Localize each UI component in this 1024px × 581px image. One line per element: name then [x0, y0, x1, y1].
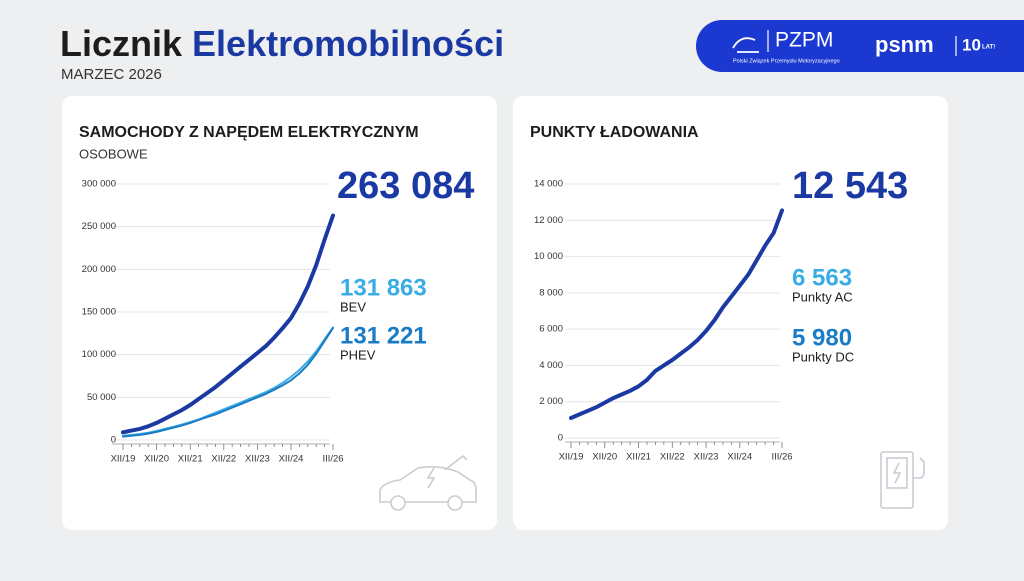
x-tick-label: XII/23 — [694, 452, 719, 463]
card — [62, 96, 497, 530]
y-tick-label: 50 000 — [87, 392, 116, 403]
card — [513, 96, 948, 530]
series-line — [121, 213, 335, 435]
logo-bar — [696, 20, 1024, 72]
car-icon — [379, 454, 477, 511]
x-tick-label: XII/22 — [660, 452, 685, 463]
value-label: 12 543 — [792, 165, 908, 207]
x-tick-label: XII/19 — [559, 452, 584, 463]
series-line — [122, 327, 334, 438]
x-tick-label: III/26 — [771, 452, 792, 463]
y-tick-label: 0 — [558, 433, 563, 444]
x-tick-label: XII/22 — [211, 454, 236, 465]
value-label: 131 221 — [340, 322, 427, 349]
x-tick-label: XII/24 — [279, 454, 304, 465]
x-tick-label: XII/24 — [727, 452, 752, 463]
value-label: 263 084 — [337, 165, 474, 207]
y-tick-label: 250 000 — [82, 221, 116, 232]
x-tick-label: XII/20 — [144, 454, 169, 465]
y-tick-label: 8 000 — [539, 287, 563, 298]
logo-pzpm-sub: Polski Związek Przemysłu Motoryzacyjnego — [733, 58, 840, 64]
date: MARZEC 2026 — [61, 66, 162, 83]
y-tick-label: 100 000 — [82, 349, 116, 360]
logo-psnm: psnm — [875, 32, 934, 57]
x-tick-label: XII/21 — [178, 454, 203, 465]
x-tick-label: XII/19 — [111, 454, 136, 465]
annotation-caption: Punkty AC — [792, 289, 853, 304]
charger-icon — [880, 451, 925, 509]
y-tick-label: 150 000 — [82, 307, 116, 318]
series-line — [569, 208, 784, 420]
chart-subtitle: OSOBOWE — [79, 146, 148, 161]
x-tick-label: III/26 — [322, 454, 343, 465]
annotation-value: 5 980 — [792, 324, 852, 351]
title-black: Licznik — [60, 23, 183, 64]
title: Licznik Elektromobilności — [60, 23, 504, 64]
y-tick-label: 2 000 — [539, 396, 563, 407]
title-blue: Elektromobilności — [192, 23, 504, 64]
value-label: 131 863 — [340, 274, 427, 301]
logo-pzpm: PZPM — [775, 29, 833, 52]
x-tick-label: XII/23 — [245, 454, 270, 465]
annotation-caption: Punkty DC — [792, 349, 854, 364]
y-tick-label: 10 000 — [534, 251, 563, 262]
annotation-value: 6 563 — [792, 264, 852, 291]
y-tick-label: 0 — [111, 435, 116, 446]
y-tick-label: 200 000 — [82, 264, 116, 275]
chart-title: SAMOCHODY Z NAPĘDEM ELEKTRYCZNYM — [79, 124, 419, 141]
series-name: PHEV — [340, 347, 376, 362]
chart-title: PUNKTY ŁADOWANIA — [530, 124, 699, 141]
logo-mark — [732, 37, 759, 53]
series-name: BEV — [340, 299, 366, 314]
x-tick-label: XII/21 — [626, 452, 651, 463]
y-tick-label: 300 000 — [82, 179, 116, 190]
y-tick-label: 12 000 — [534, 215, 563, 226]
y-tick-label: 6 000 — [539, 324, 563, 335]
logo-years: 10 — [962, 35, 981, 54]
y-tick-label: 4 000 — [539, 360, 563, 371]
y-tick-label: 14 000 — [534, 179, 563, 190]
x-tick-label: XII/20 — [592, 452, 617, 463]
logo-years-sub: LAT! — [982, 45, 995, 51]
